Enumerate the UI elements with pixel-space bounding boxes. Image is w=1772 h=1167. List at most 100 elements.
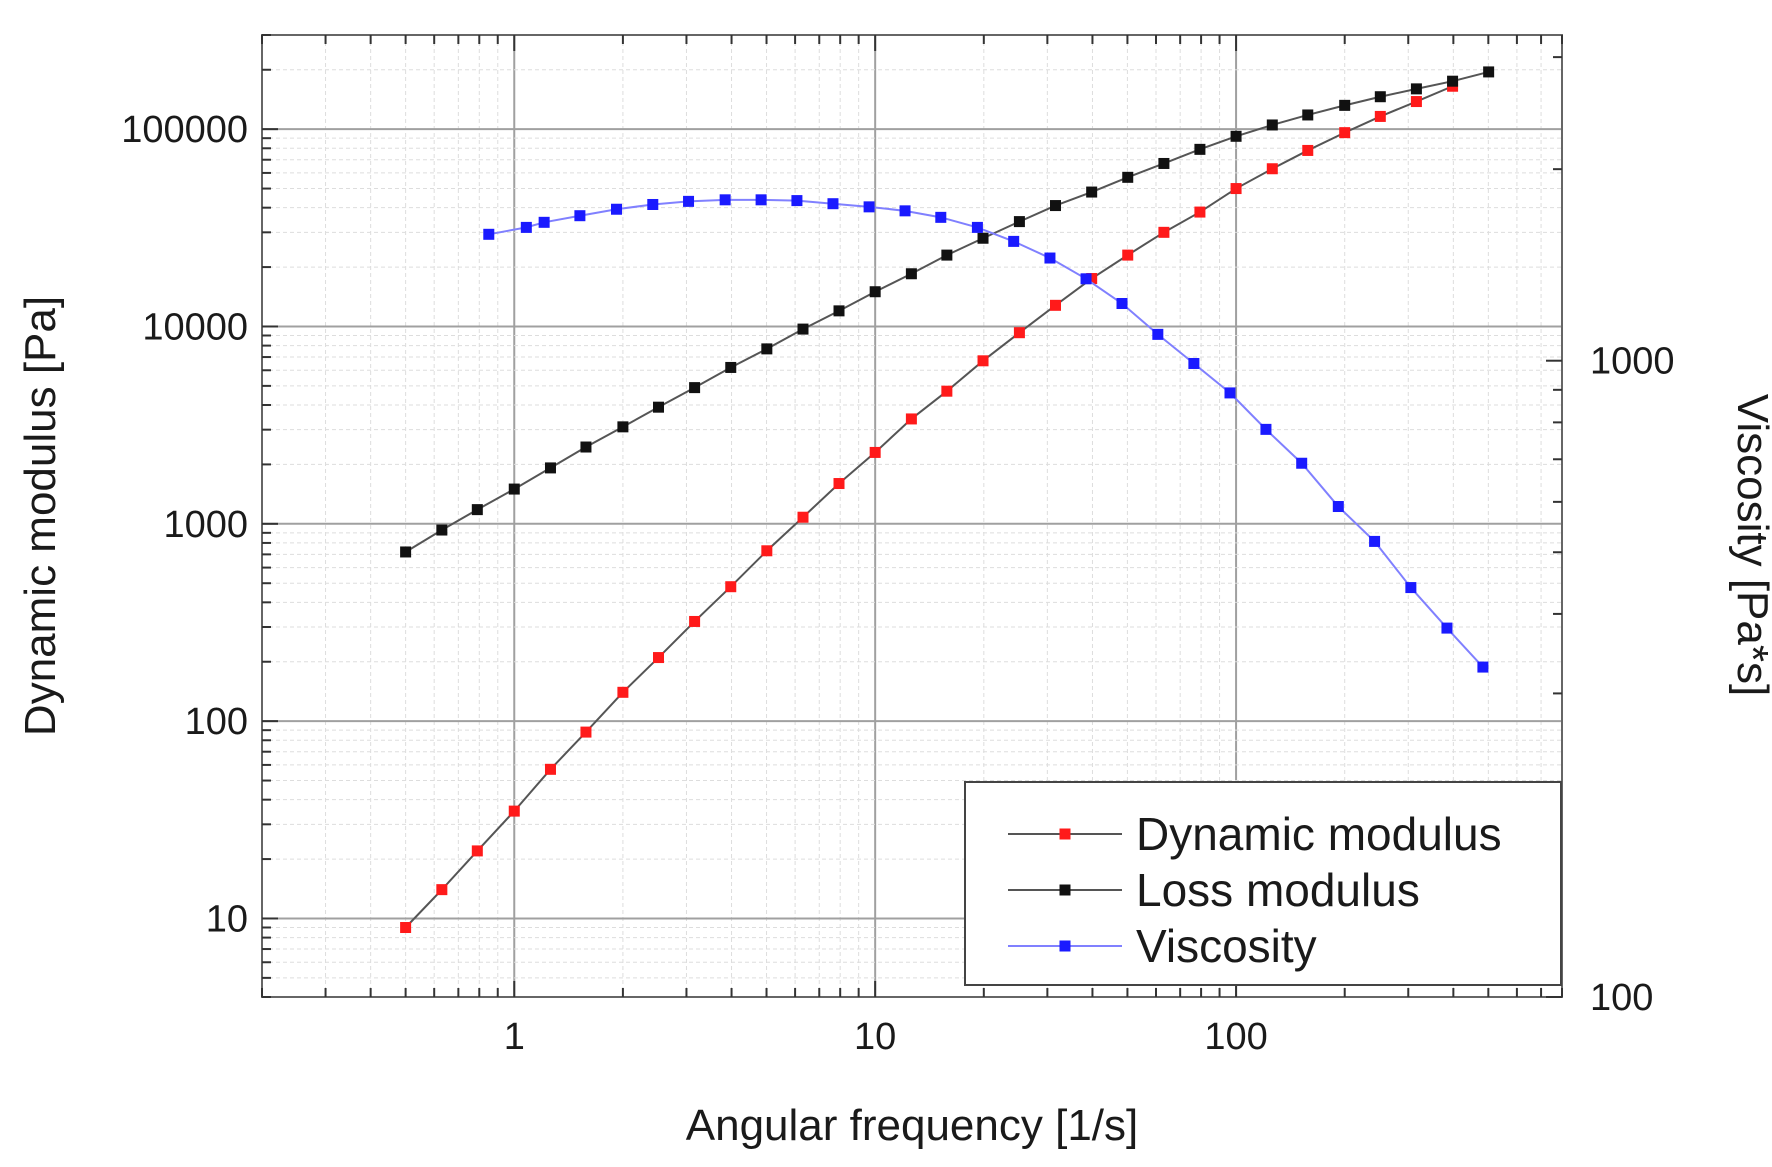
- dynamic-modulus-point: [1266, 163, 1278, 175]
- tick-labels: 1 10 100 10 100 1000 10000 100000 100 1000: [121, 109, 1674, 1058]
- loss-modulus-point: [580, 441, 592, 453]
- viscosity-point: [611, 203, 623, 215]
- dynamic-modulus-point: [1230, 183, 1242, 195]
- viscosity-point: [935, 211, 947, 223]
- y2-tick-label: 1000: [1590, 341, 1675, 383]
- viscosity-point: [1441, 622, 1453, 634]
- loss-modulus-point: [1410, 83, 1422, 95]
- legend-marker-dynamic-modulus: [1059, 828, 1071, 840]
- viscosity-point: [1405, 582, 1417, 594]
- x-axis-title: Angular frequency [1/s]: [686, 1101, 1138, 1150]
- viscosity-point: [1296, 457, 1308, 469]
- viscosity-point: [1224, 387, 1236, 399]
- dynamic-modulus-point: [941, 385, 953, 397]
- loss-modulus-point: [1050, 200, 1062, 212]
- y-tick-label: 100000: [121, 109, 248, 151]
- dynamic-modulus-point: [761, 545, 773, 557]
- loss-modulus-point: [436, 524, 448, 536]
- loss-modulus-point: [653, 401, 665, 413]
- loss-modulus-point: [833, 305, 845, 317]
- loss-modulus-line: [405, 70, 1489, 553]
- viscosity-point: [791, 195, 803, 207]
- dynamic-modulus-point: [1013, 327, 1025, 339]
- loss-modulus-point: [1194, 143, 1206, 155]
- dynamic-modulus-point: [833, 478, 845, 490]
- x-tick-label: 1: [504, 1016, 525, 1058]
- plot-frame: [261, 34, 1563, 998]
- loss-modulus-point: [1230, 130, 1242, 142]
- viscosity-point: [1116, 298, 1128, 310]
- dynamic-modulus-point: [1122, 249, 1134, 261]
- viscosity-point: [1044, 252, 1056, 264]
- loss-modulus-point: [689, 382, 701, 394]
- viscosity-point: [483, 228, 495, 240]
- viscosity-point: [827, 198, 839, 210]
- viscosity-point: [1369, 535, 1381, 547]
- y2-tick-label: 100: [1590, 977, 1653, 1019]
- dynamic-modulus-point: [544, 763, 556, 775]
- y-axis-title: Dynamic modulus [Pa]: [16, 296, 65, 736]
- dynamic-modulus-point: [1302, 144, 1314, 156]
- loss-modulus-point: [508, 483, 520, 495]
- viscosity-point: [538, 216, 550, 228]
- dynamic-modulus-point: [1374, 110, 1386, 122]
- loss-modulus-point: [1339, 99, 1351, 111]
- viscosity-point: [1477, 661, 1489, 673]
- x-tick-label: 10: [854, 1016, 896, 1058]
- y-tick-label: 100: [185, 701, 248, 743]
- dynamic-modulus-point: [436, 884, 448, 896]
- dynamic-modulus-point: [725, 581, 737, 593]
- series-viscosity: [483, 194, 1489, 673]
- legend-marker-viscosity: [1059, 940, 1071, 952]
- dynamic-modulus-point: [1194, 206, 1206, 218]
- viscosity-point: [1080, 273, 1092, 285]
- viscosity-point: [1332, 501, 1344, 513]
- viscosity-point: [719, 194, 731, 206]
- loss-modulus-point: [617, 421, 629, 433]
- dynamic-modulus-point: [1410, 96, 1422, 108]
- dynamic-modulus-point: [653, 652, 665, 664]
- loss-modulus-point: [761, 343, 773, 355]
- dynamic-modulus-line: [404, 85, 1453, 929]
- loss-modulus-point: [1158, 157, 1170, 169]
- viscosity-point: [1188, 357, 1200, 369]
- viscosity-point: [971, 221, 983, 233]
- dynamic-modulus-point: [869, 446, 881, 458]
- legend-label-viscosity: Viscosity: [1136, 920, 1317, 972]
- dynamic-modulus-point: [617, 686, 629, 698]
- x-tick-label: 100: [1204, 1016, 1267, 1058]
- series: [400, 66, 1495, 934]
- legend-marker-loss-modulus: [1059, 884, 1071, 896]
- dynamic-modulus-point: [905, 413, 917, 425]
- legend-label-dynamic-modulus: Dynamic modulus: [1136, 808, 1502, 860]
- viscosity-point: [863, 201, 875, 213]
- series-loss-modulus: [400, 66, 1495, 558]
- viscosity-point: [1152, 328, 1164, 340]
- dynamic-modulus-point: [1158, 226, 1170, 238]
- loss-modulus-point: [1013, 216, 1025, 228]
- loss-modulus-point: [1374, 91, 1386, 103]
- loss-modulus-point: [1122, 171, 1134, 183]
- dynamic-modulus-point: [580, 726, 592, 738]
- dynamic-modulus-point: [977, 355, 989, 367]
- viscosity-point: [520, 221, 532, 233]
- loss-modulus-point: [725, 361, 737, 373]
- dynamic-modulus-point: [400, 922, 412, 934]
- axis-ticks: [261, 34, 1563, 998]
- loss-modulus-point: [471, 504, 483, 516]
- y2-axis-title: Viscosity [Pa*s]: [1728, 394, 1772, 696]
- loss-modulus-point: [400, 546, 412, 558]
- loss-modulus-point: [1266, 119, 1278, 131]
- loss-modulus-point: [905, 268, 917, 280]
- dynamic-modulus-point: [1086, 273, 1098, 285]
- dynamic-modulus-point: [1339, 127, 1351, 139]
- y-tick-label: 1000: [163, 504, 248, 546]
- loss-modulus-point: [1302, 109, 1314, 121]
- dynamic-modulus-point: [689, 615, 701, 627]
- loss-modulus-point: [1086, 186, 1098, 198]
- viscosity-line: [488, 198, 1484, 668]
- loss-modulus-point: [869, 286, 881, 298]
- dynamic-modulus-point: [797, 511, 809, 523]
- legend-label-loss-modulus: Loss modulus: [1136, 864, 1420, 916]
